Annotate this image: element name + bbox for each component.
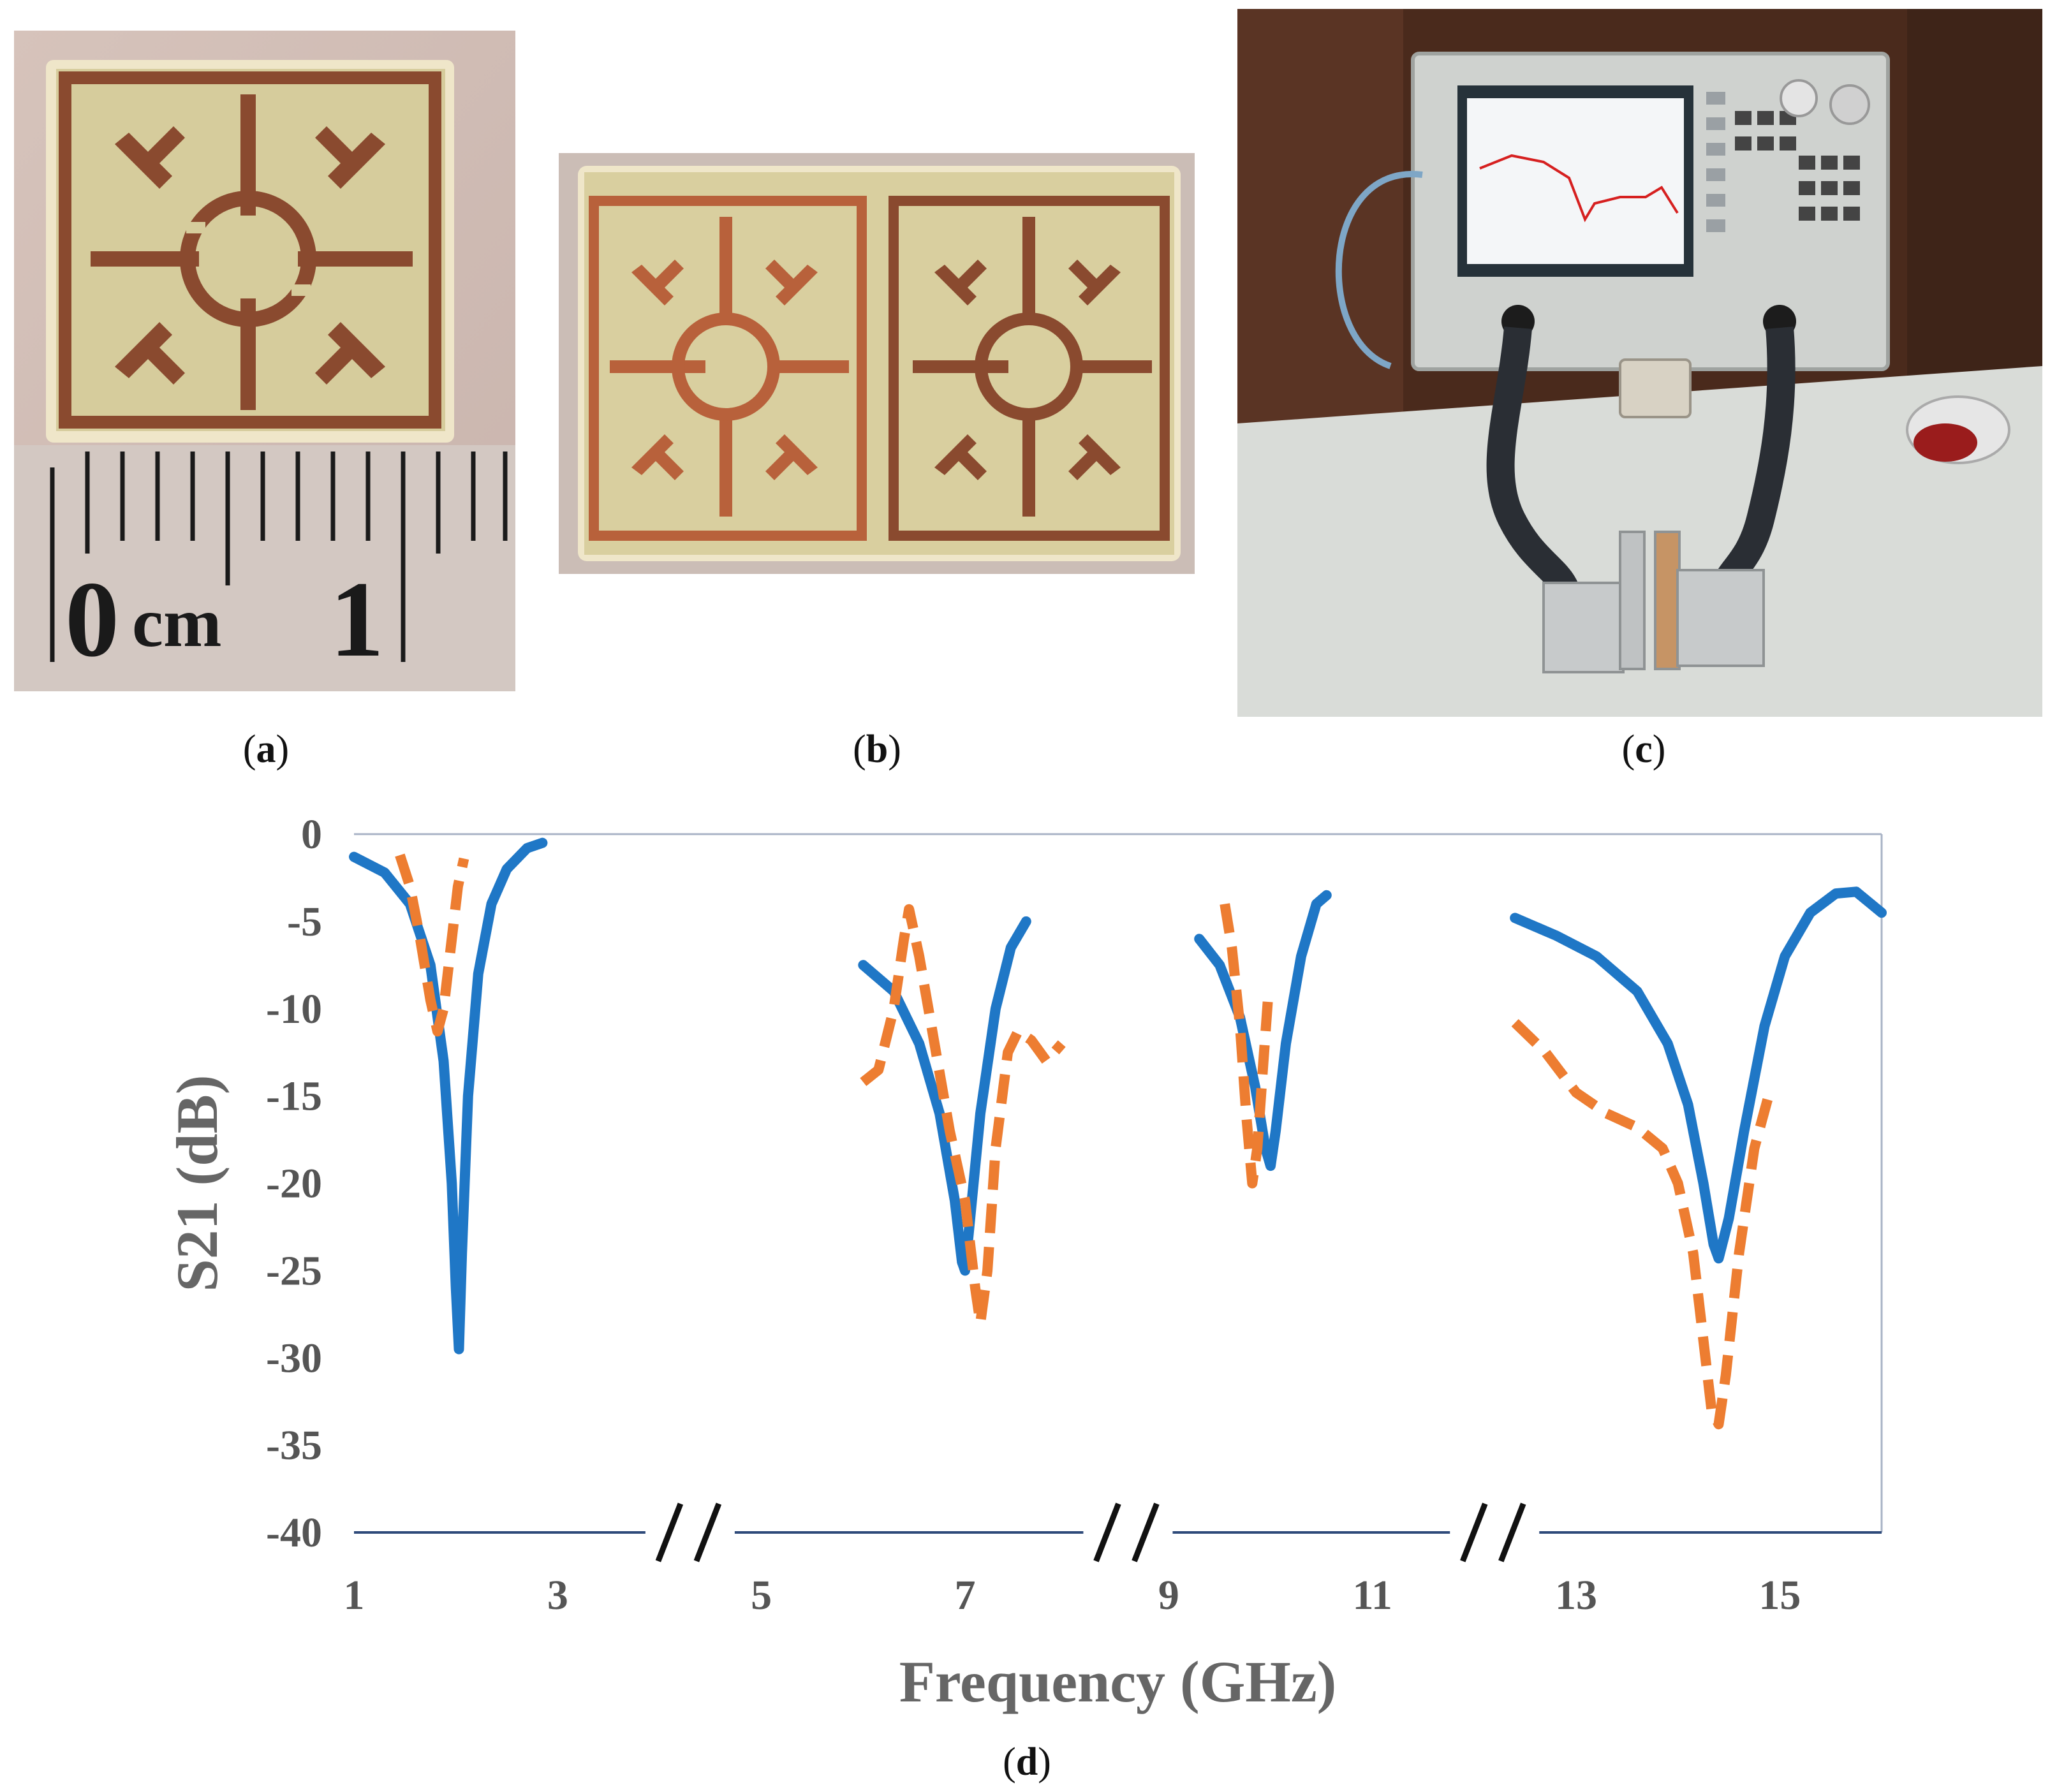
solid-series-segment-1: [349, 837, 548, 1355]
s21-chart-svg: 0-5-10-15-20-25-30-35-401 3 5 7 9 11 13 15Frequ…: [165, 811, 1887, 1714]
ruler-label-unit: cm: [132, 584, 221, 661]
y-tick-label: 0: [301, 811, 322, 858]
y-tick-label: -30: [266, 1335, 322, 1381]
x-tick-label: 11: [1352, 1572, 1392, 1619]
axis-break-mark: [1132, 1502, 1160, 1562]
x-tick-label: 7: [955, 1572, 976, 1619]
y-tick-label: -25: [266, 1247, 322, 1294]
x-tick-label: 1: [344, 1572, 365, 1619]
caption-a: (a): [242, 728, 290, 771]
y-axis-title: S21 (dB): [165, 1075, 230, 1292]
s21-chart: 0 -5 -10 -15 -20 -25 -30 -35 -40 1 3 5 7 9 11 13 15 Frequ…: [0, 791, 2050, 1792]
solid-series-segment-2: [858, 916, 1031, 1276]
dashed-series-segment-2: [860, 904, 1066, 1328]
axis-break-mark: [693, 1502, 722, 1562]
x-tick-label: 13: [1555, 1572, 1597, 1619]
axis-break-mark: [1460, 1502, 1488, 1562]
caption-d: (d): [1003, 1740, 1051, 1784]
caption-b: (b): [853, 728, 901, 771]
y-tick-label: -15: [266, 1073, 322, 1120]
dashed-series-segment-1: [395, 853, 469, 1037]
y-tick-label: -5: [287, 899, 322, 945]
y-tick-label: -40: [266, 1509, 322, 1556]
x-axis-title: Frequency (GHz): [899, 1649, 1337, 1714]
ruler-label-one: 1: [330, 559, 384, 679]
y-tick-label: -20: [266, 1161, 322, 1207]
axis-break-mark: [1093, 1502, 1121, 1562]
ruler-label-zero: 0: [65, 559, 119, 679]
axis-break-mark: [655, 1502, 684, 1562]
photo-measurement-setup: [1237, 9, 2042, 717]
y-tick-label: -35: [266, 1422, 322, 1469]
ruler-ticks: [50, 452, 508, 662]
x-tick-label: 9: [1158, 1572, 1179, 1619]
x-tick-label: 15: [1759, 1572, 1801, 1619]
caption-c: (c): [1621, 728, 1666, 771]
photo-single-unit-cell: 0 cm 1: [14, 31, 515, 691]
x-tick-label: 3: [547, 1572, 568, 1619]
photo-unit-cell-array: [559, 153, 1195, 574]
solid-series-segment-4: [1510, 886, 1887, 1264]
dashed-series-segment-4: [1511, 1018, 1773, 1430]
dashed-series-segment-3: [1220, 903, 1274, 1189]
x-tick-label: 5: [751, 1572, 772, 1619]
axis-break-mark: [1498, 1502, 1526, 1562]
y-tick-label: -10: [266, 986, 322, 1032]
